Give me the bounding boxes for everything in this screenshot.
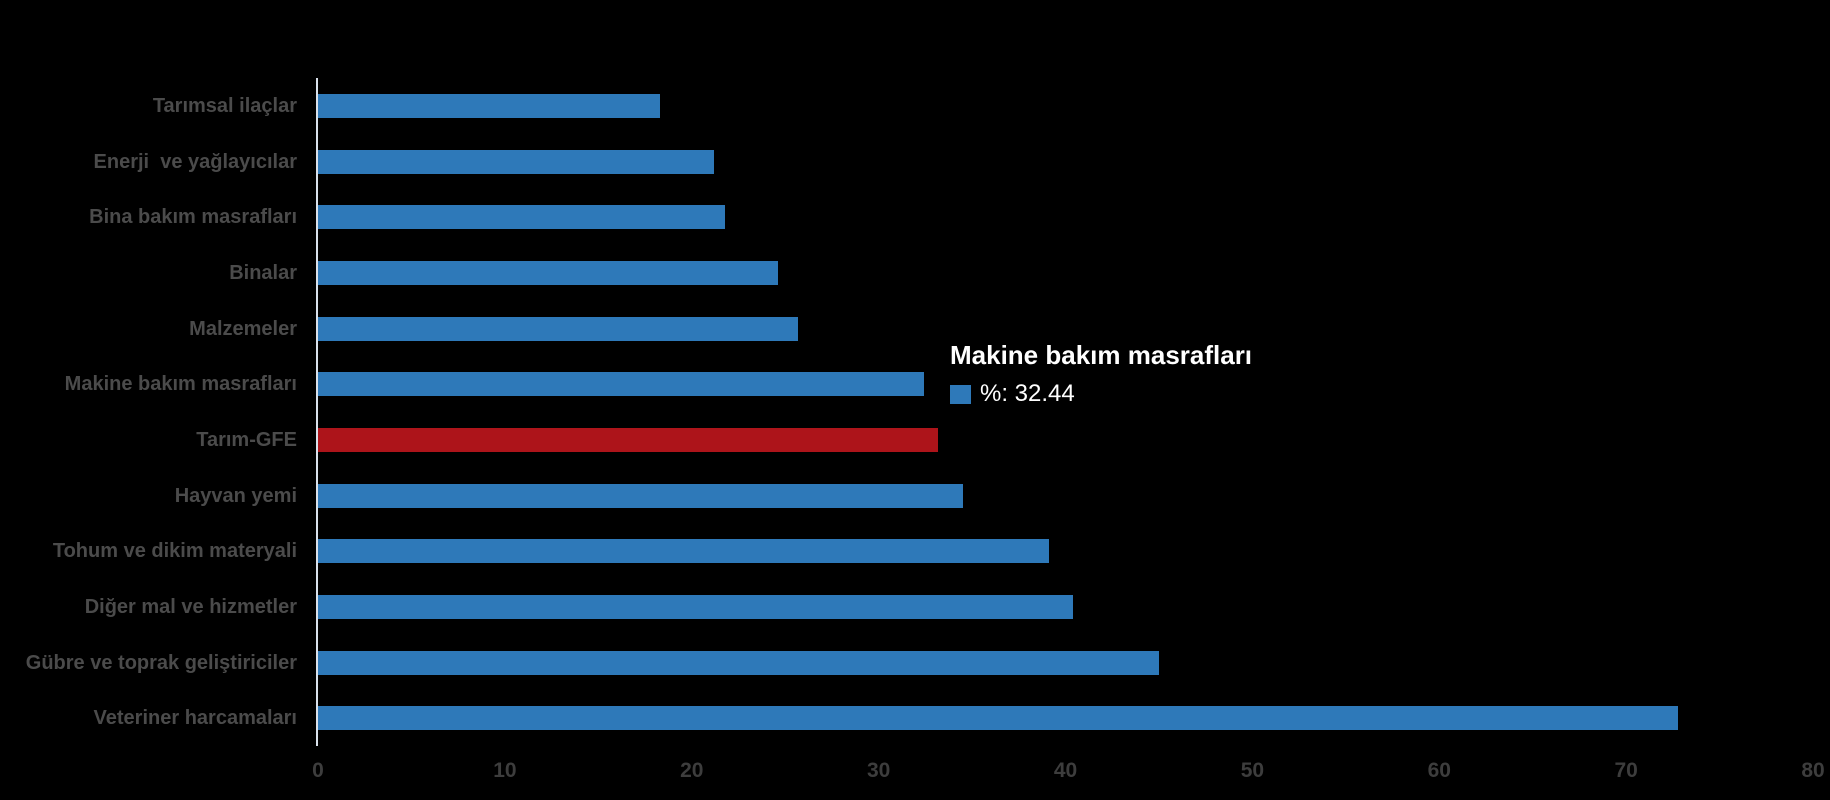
category-label: Tarım-GFE	[196, 428, 297, 451]
bar[interactable]	[318, 483, 963, 508]
bar[interactable]	[318, 205, 726, 230]
x-tick-label: 0	[312, 759, 324, 782]
tooltip: Makine bakım masrafları %: 32.44	[950, 342, 1252, 406]
bar[interactable]	[318, 594, 1073, 619]
category-axis: Tarımsal ilaçlar Enerji ve yağlayıcılar Bi…	[0, 78, 297, 746]
category-label: Gübre ve toprak geliştiriciler	[25, 651, 297, 674]
bar[interactable]	[318, 539, 1049, 564]
category-label: Veteriner harcamaları	[93, 707, 297, 730]
y-axis-line	[316, 78, 318, 746]
x-tick-label: 50	[1240, 759, 1265, 782]
bar[interactable]	[318, 260, 778, 285]
x-tick-label: 30	[866, 759, 891, 782]
bar[interactable]	[318, 93, 660, 118]
category-label: Makine bakım masrafları	[64, 373, 297, 396]
category-label: Diğer mal ve hizmetler	[84, 595, 297, 618]
x-axis: 0 10 20 30 40 50 60 70 80	[312, 759, 1825, 790]
x-tick-label: 10	[493, 759, 517, 782]
tooltip-value: %: 32.44	[980, 380, 1075, 407]
category-label: Hayvan yemi	[174, 484, 297, 507]
bar[interactable]	[318, 149, 715, 174]
bar[interactable]	[318, 706, 1679, 731]
category-label: Tarımsal ilaçlar	[152, 94, 297, 117]
category-label: Enerji ve yağlayıcılar	[93, 150, 297, 173]
legend-swatch-icon	[950, 384, 971, 404]
category-label: Bina bakım masrafları	[89, 206, 297, 229]
bar[interactable]	[318, 372, 925, 397]
x-tick-label: 60	[1427, 759, 1451, 782]
category-label: Binalar	[229, 261, 297, 284]
plot-area	[316, 78, 1813, 746]
tooltip-row: %: 32.44	[950, 382, 1252, 406]
x-tick-label: 40	[1053, 759, 1078, 782]
category-label: Tohum ve dikim materyali	[52, 540, 297, 563]
x-tick-label: 20	[680, 759, 704, 782]
bar-highlight[interactable]	[318, 427, 939, 452]
bar[interactable]	[318, 316, 799, 341]
bar[interactable]	[318, 650, 1159, 675]
tooltip-title: Makine bakım masrafları	[950, 340, 1253, 370]
x-tick-label: 70	[1614, 759, 1638, 782]
x-tick-label: 80	[1801, 759, 1825, 782]
category-label: Malzemeler	[189, 317, 297, 340]
